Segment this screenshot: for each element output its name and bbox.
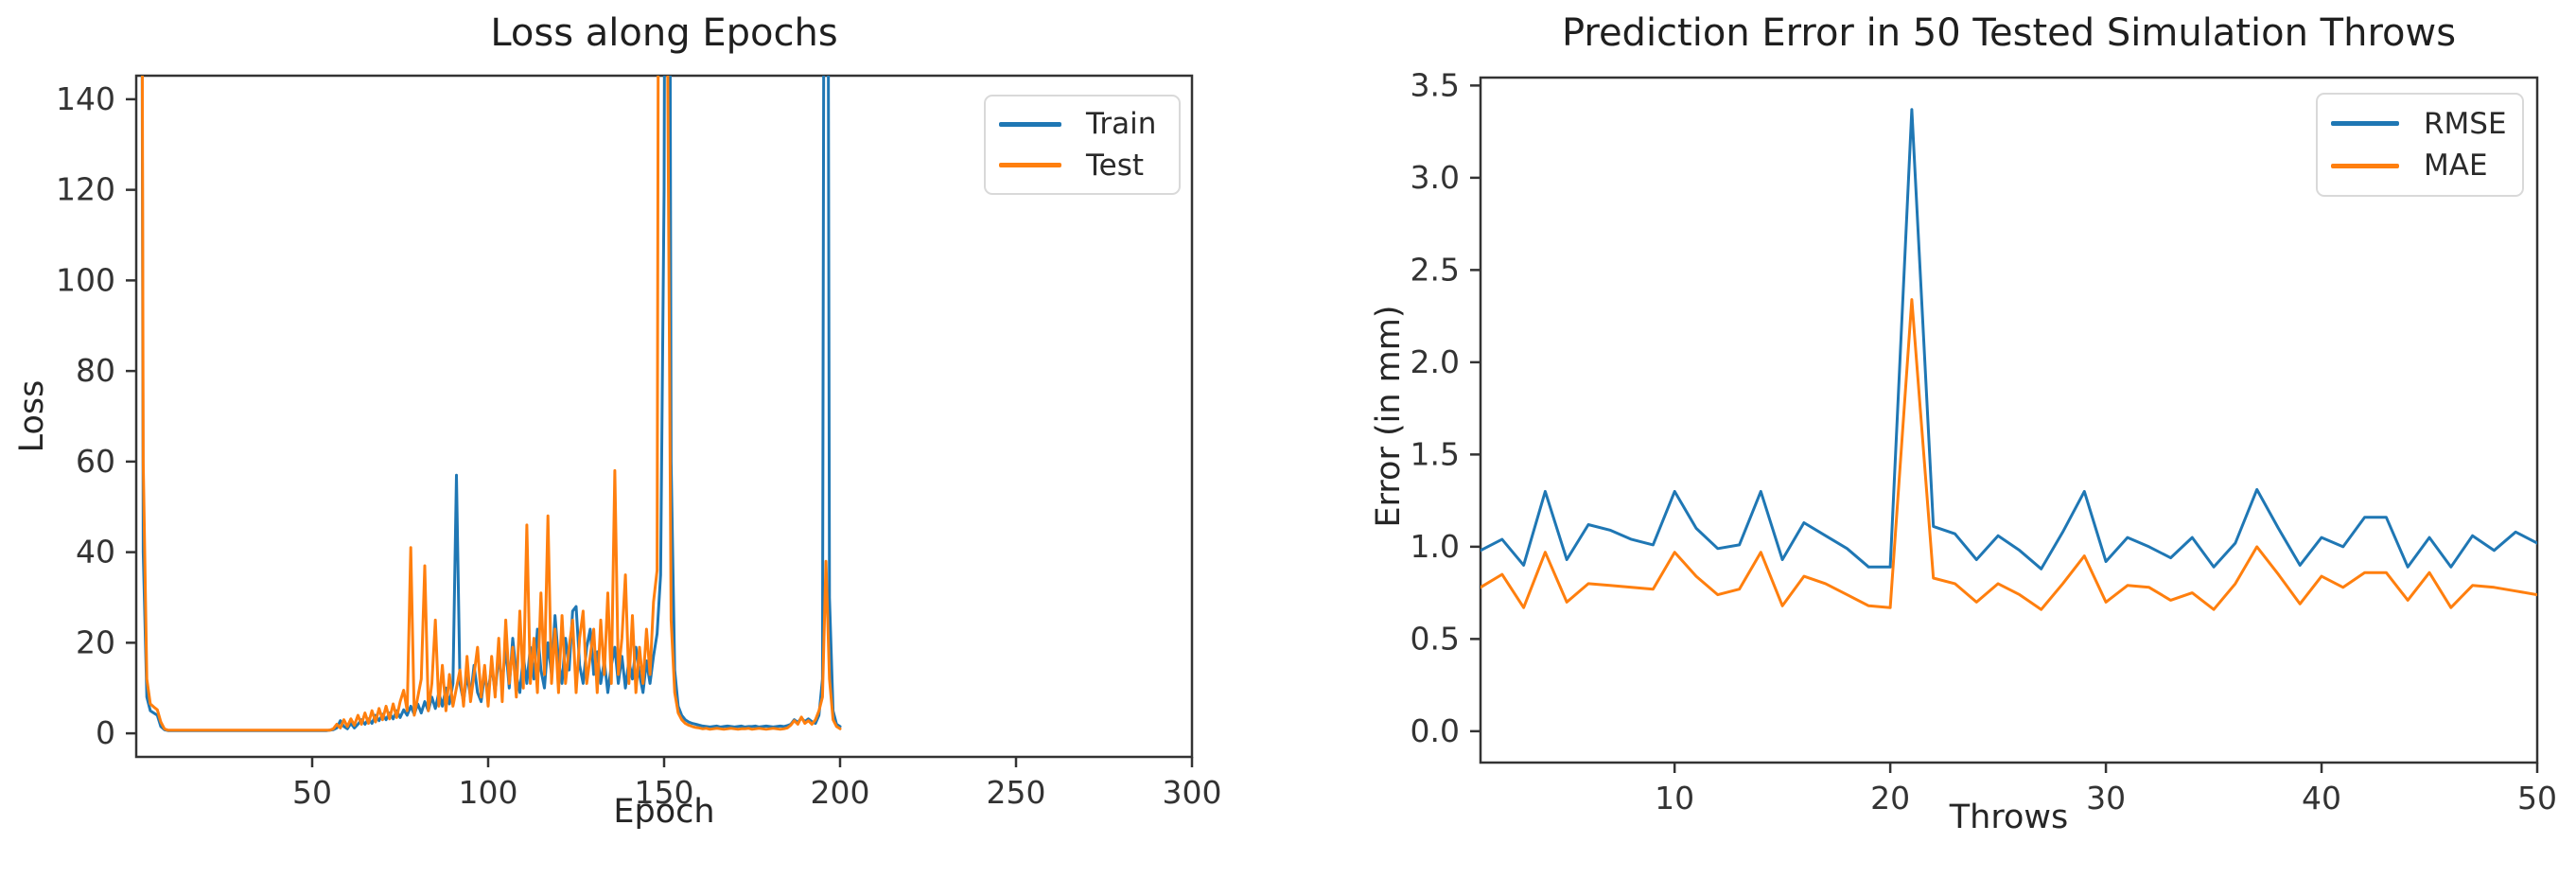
y-tick-label: 20: [76, 623, 115, 660]
x-tick-label: 200: [811, 774, 870, 811]
mae-line: [1481, 298, 2537, 611]
test-line-swatch-icon: [999, 163, 1061, 168]
y-tick-label: 2.5: [1411, 251, 1460, 288]
y-tick-label: 0: [96, 714, 115, 751]
x-tick-label: 50: [2517, 780, 2557, 817]
y-tick-label: 1.0: [1411, 528, 1460, 565]
x-tick-label: 100: [459, 774, 518, 811]
legend-row-rmse: RMSE: [2331, 107, 2513, 141]
loss-chart-xlabel: Epoch: [613, 793, 715, 831]
loss-chart-ylabel: Loss: [13, 379, 51, 453]
x-tick-label: 50: [292, 774, 332, 811]
y-tick-label: 2.0: [1411, 343, 1460, 380]
legend-row-test: Test: [999, 149, 1169, 183]
error-chart-legend: RMSE MAE: [2316, 93, 2524, 197]
y-tick-label: 0.5: [1411, 620, 1460, 657]
test-line: [140, 76, 842, 732]
loss-chart-legend: Train Test: [984, 95, 1181, 195]
x-tick-label: 40: [2302, 780, 2341, 817]
x-tick-label: 150: [635, 774, 694, 811]
rmse-line: [1481, 108, 2537, 571]
x-tick-label: 20: [1870, 780, 1910, 817]
error-chart-title: Prediction Error in 50 Tested Simulation…: [1561, 11, 2457, 55]
x-tick-label: 300: [1163, 774, 1222, 811]
loss-chart-title: Loss along Epochs: [490, 11, 838, 55]
legend-label-rmse: RMSE: [2424, 106, 2507, 141]
y-tick-label: 1.5: [1411, 435, 1460, 472]
y-tick-label: 3.5: [1411, 66, 1460, 103]
legend-row-mae: MAE: [2331, 149, 2513, 183]
legend-label-test: Test: [1086, 148, 1145, 183]
y-tick-label: 3.0: [1411, 159, 1460, 196]
error-chart-ylabel: Error (in mm): [1370, 305, 1408, 528]
x-tick-label: 250: [987, 774, 1046, 811]
y-tick-label: 60: [76, 443, 115, 480]
error-chart-xlabel: Throws: [1949, 799, 2069, 836]
mae-line-swatch-icon: [2331, 163, 2399, 168]
legend-label-mae: MAE: [2424, 149, 2488, 184]
legend-label-train: Train: [1086, 107, 1157, 142]
y-tick-label: 140: [56, 80, 115, 117]
y-tick-label: 40: [76, 534, 115, 571]
x-tick-label: 30: [2086, 780, 2126, 817]
train-line-swatch-icon: [999, 121, 1061, 127]
y-tick-label: 80: [76, 352, 115, 389]
y-tick-label: 0.0: [1411, 712, 1460, 749]
y-tick-label: 100: [56, 261, 115, 298]
rmse-line-swatch-icon: [2331, 121, 2399, 127]
legend-row-train: Train: [999, 107, 1169, 141]
x-tick-label: 10: [1655, 780, 1694, 817]
y-tick-label: 120: [56, 171, 115, 208]
